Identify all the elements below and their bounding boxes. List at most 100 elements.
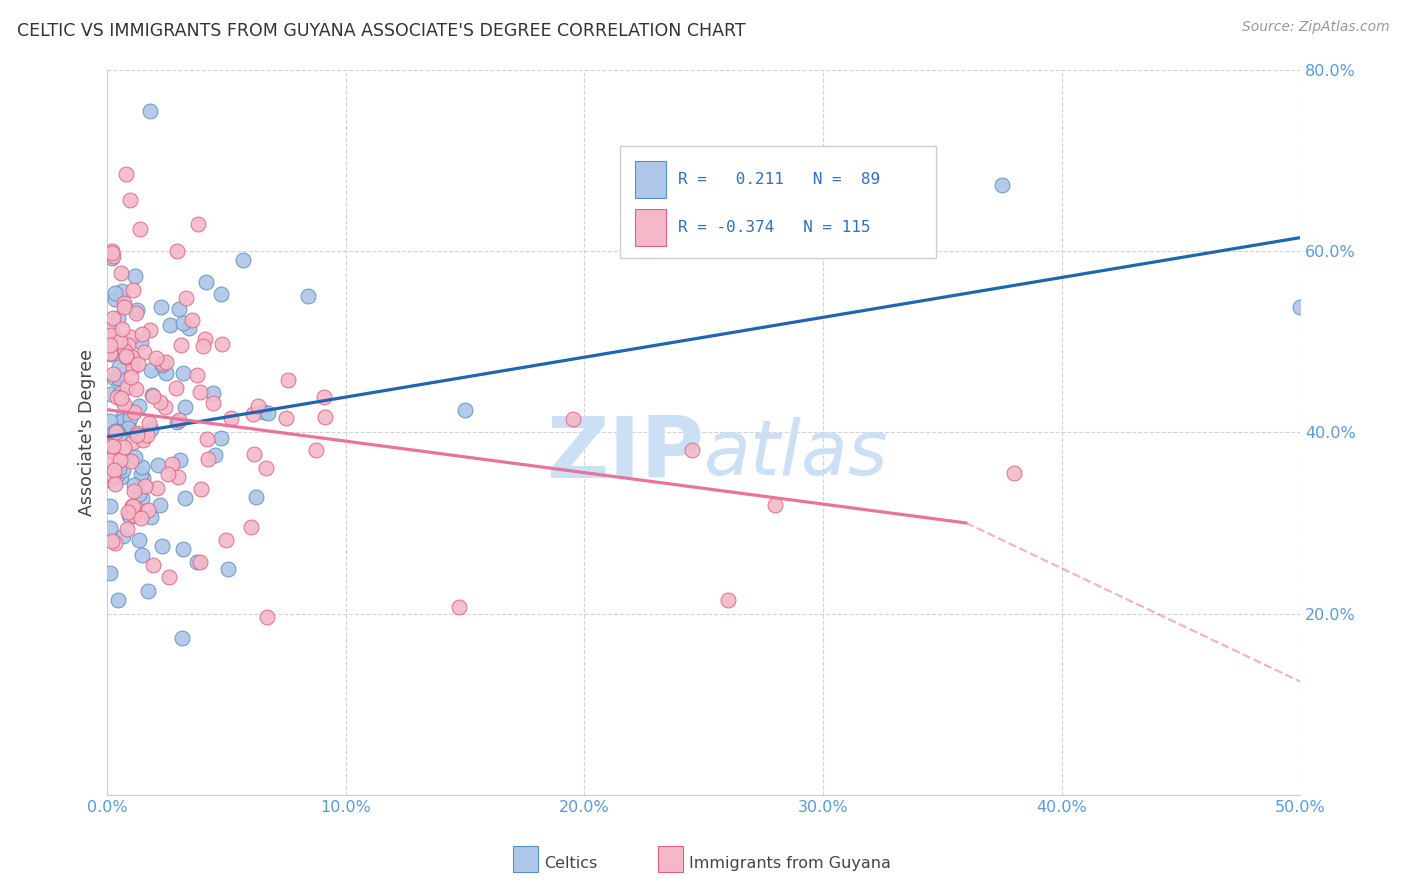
- Bar: [636, 161, 666, 198]
- FancyBboxPatch shape: [620, 146, 936, 259]
- Point: [128, 533, 150, 547]
- Point: [100, 251, 122, 265]
- Bar: [636, 209, 666, 246]
- Point: [108, 334, 131, 349]
- Point: [100, 347, 122, 361]
- Point: [101, 310, 124, 325]
- Point: [172, 542, 194, 557]
- Point: [98, 473, 121, 487]
- Text: CELTIC VS IMMIGRANTS FROM GUYANA ASSOCIATE'S DEGREE CORRELATION CHART: CELTIC VS IMMIGRANTS FROM GUYANA ASSOCIA…: [17, 22, 745, 40]
- Point: [166, 470, 188, 484]
- Point: [98, 439, 121, 453]
- Point: [107, 593, 129, 607]
- Point: [100, 466, 122, 480]
- Point: [157, 570, 180, 584]
- Point: [202, 385, 225, 400]
- Point: [150, 300, 173, 314]
- Point: [217, 562, 239, 576]
- Point: [253, 405, 276, 419]
- Point: [156, 49, 179, 63]
- Point: [194, 275, 217, 289]
- Point: [297, 288, 319, 302]
- Point: [314, 390, 336, 404]
- Point: [169, 452, 191, 467]
- Point: [120, 370, 142, 384]
- Point: [104, 285, 127, 300]
- Point: [132, 471, 155, 485]
- Point: [132, 433, 155, 447]
- Point: [122, 435, 145, 450]
- Point: [117, 418, 139, 433]
- Point: [105, 391, 128, 405]
- Point: [153, 401, 176, 415]
- Point: [105, 425, 128, 439]
- Point: [115, 351, 138, 365]
- Point: [118, 510, 141, 524]
- Point: [148, 394, 170, 409]
- Point: [187, 217, 209, 231]
- Point: [98, 453, 121, 467]
- Point: [122, 405, 145, 419]
- Point: [131, 491, 153, 505]
- Point: [170, 337, 193, 351]
- Point: [1002, 466, 1025, 480]
- Point: [111, 409, 134, 423]
- Point: [108, 359, 131, 374]
- Point: [242, 407, 264, 421]
- Point: [112, 295, 135, 310]
- Point: [169, 301, 191, 316]
- Point: [121, 499, 143, 513]
- Point: [125, 302, 148, 317]
- Point: [141, 388, 163, 402]
- Point: [131, 459, 153, 474]
- Point: [117, 421, 139, 435]
- Point: [124, 478, 146, 492]
- Point: [111, 529, 134, 543]
- Point: [247, 399, 270, 413]
- Text: R = -0.374   N = 115: R = -0.374 N = 115: [678, 220, 870, 235]
- Point: [98, 434, 121, 448]
- Point: [121, 352, 143, 367]
- Point: [186, 555, 208, 569]
- Point: [242, 447, 264, 461]
- Point: [209, 287, 232, 301]
- Point: [209, 431, 232, 445]
- Point: [115, 379, 138, 393]
- Point: [681, 443, 703, 458]
- Point: [114, 344, 136, 359]
- Point: [115, 167, 138, 181]
- Point: [215, 533, 238, 548]
- Point: [136, 427, 159, 442]
- Point: [314, 409, 336, 424]
- Point: [139, 422, 162, 436]
- Point: [104, 293, 127, 307]
- Point: [160, 457, 183, 471]
- Point: [134, 479, 156, 493]
- Point: [257, 406, 280, 420]
- Point: [141, 509, 163, 524]
- Point: [103, 425, 125, 439]
- Point: [991, 178, 1014, 193]
- Point: [142, 558, 165, 572]
- Point: [107, 311, 129, 326]
- Point: [112, 440, 135, 454]
- Point: [101, 367, 124, 381]
- Text: Immigrants from Guyana: Immigrants from Guyana: [689, 856, 891, 871]
- Point: [122, 283, 145, 297]
- Point: [305, 443, 328, 458]
- Point: [256, 610, 278, 624]
- Point: [142, 389, 165, 403]
- Point: [131, 334, 153, 349]
- Point: [98, 499, 121, 513]
- Point: [125, 305, 148, 319]
- Point: [145, 481, 167, 495]
- Point: [174, 292, 197, 306]
- Point: [136, 503, 159, 517]
- Point: [105, 424, 128, 438]
- Point: [108, 385, 131, 400]
- Point: [194, 332, 217, 346]
- Point: [107, 371, 129, 385]
- Point: [240, 520, 263, 534]
- Point: [136, 584, 159, 599]
- Point: [115, 522, 138, 536]
